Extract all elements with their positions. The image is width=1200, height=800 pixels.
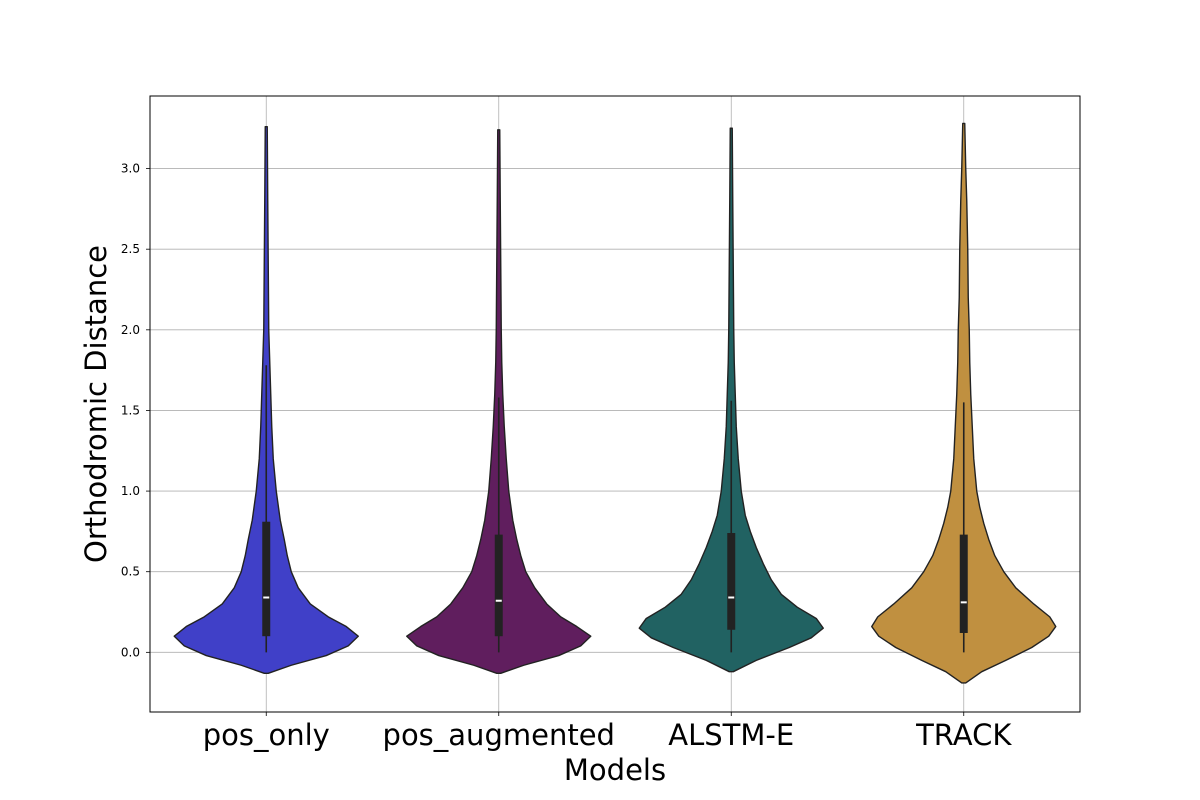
y-tick-label: 1.5	[121, 403, 140, 417]
iqr-box-track	[959, 534, 968, 633]
x-tick-label-pos-augmented: pos_augmented	[383, 718, 615, 752]
y-axis-label: Orthodromic Distance	[79, 245, 113, 563]
x-axis-label: Models	[564, 753, 666, 787]
y-axis-ticks: 0.0 0.5 1.0 1.5 2.0 2.5 3.0	[121, 162, 150, 659]
y-tick-label: 0.5	[121, 565, 140, 579]
iqr-box-pos-augmented	[494, 534, 503, 637]
y-tick-label: 1.0	[121, 484, 140, 498]
x-tick-label-track: TRACK	[915, 718, 1012, 752]
plot-frame	[149, 95, 1081, 713]
iqr-box-alstm-e	[727, 533, 736, 630]
y-tick-label: 2.5	[121, 242, 140, 256]
x-tick-label-alstm-e: ALSTM-E	[668, 718, 794, 752]
x-tick-label-pos-only: pos_only	[203, 718, 330, 752]
y-tick-label: 2.0	[121, 323, 140, 337]
iqr-box-pos-only	[262, 521, 271, 637]
x-axis-ticks: pos_only pos_augmented ALSTM-E TRACK	[203, 712, 1012, 752]
y-tick-label: 3.0	[121, 162, 140, 176]
violin-alstm-e	[638, 127, 824, 673]
y-tick-label: 0.0	[121, 645, 140, 659]
violins	[173, 122, 1057, 684]
